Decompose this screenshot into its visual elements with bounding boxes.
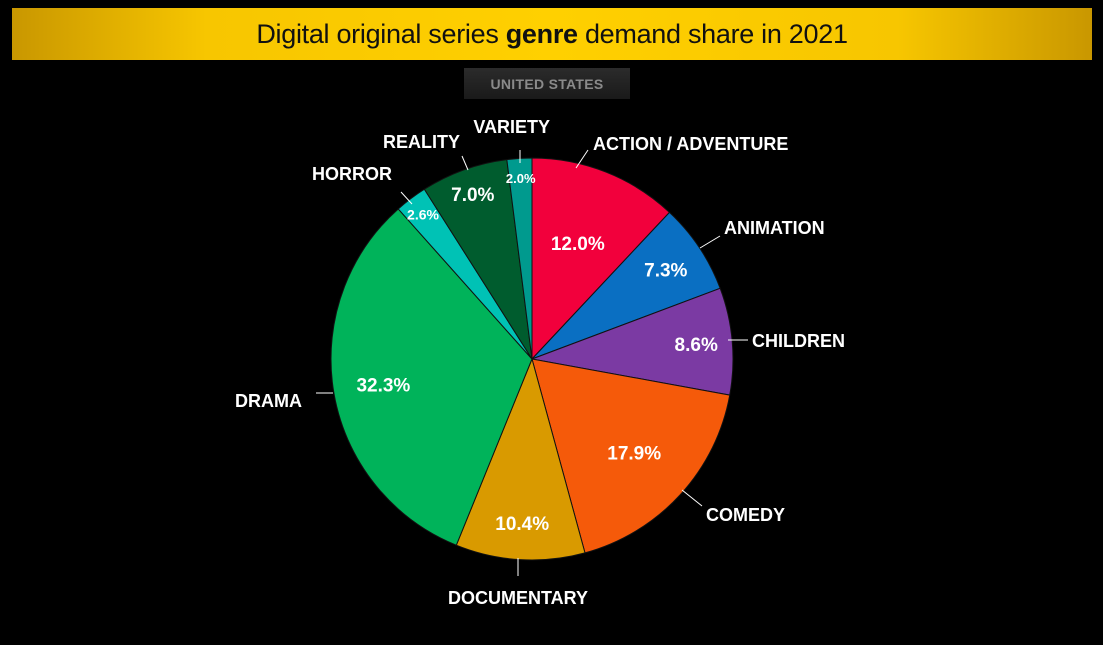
category-label-children: CHILDREN bbox=[752, 331, 845, 351]
value-label-documentary: 10.4% bbox=[495, 514, 549, 535]
category-label-animation: ANIMATION bbox=[724, 218, 825, 238]
leader-lines bbox=[316, 149, 748, 576]
pie-slice-children bbox=[530, 287, 734, 396]
category-label-variety: VARIETY bbox=[473, 117, 550, 137]
category-label-action-adventure: ACTION / ADVENTURE bbox=[593, 134, 788, 154]
pie-slice-comedy bbox=[531, 358, 731, 554]
value-label-action-adventure: 12.0% bbox=[551, 234, 605, 255]
category-label-horror: HORROR bbox=[312, 164, 392, 184]
chart-title-bold: genre bbox=[505, 18, 578, 49]
pie-slices bbox=[330, 157, 734, 561]
chart-title-before: Digital original series bbox=[256, 18, 506, 49]
leader-line-comedy bbox=[681, 489, 703, 507]
value-labels: 12.0% 7.3% 8.6% 17.9% 10.4% 32.3% 2.6% 7.0% 2.0% bbox=[356, 171, 717, 535]
value-label-horror: 2.6% bbox=[407, 207, 439, 223]
value-label-animation: 7.3% bbox=[644, 260, 687, 281]
pie-slice-documentary bbox=[455, 357, 586, 561]
leader-line-horror bbox=[400, 191, 413, 205]
category-label-documentary: DOCUMENTARY bbox=[448, 588, 588, 608]
category-label-comedy: COMEDY bbox=[706, 505, 785, 525]
category-label-reality: REALITY bbox=[383, 132, 460, 152]
pie-slice-variety bbox=[506, 157, 533, 360]
pie-slice-action-adventure bbox=[531, 157, 671, 361]
chart-title: Digital original series genre demand sha… bbox=[12, 8, 1092, 60]
region-badge: UNITED STATES bbox=[464, 68, 630, 99]
category-label-drama: DRAMA bbox=[235, 391, 302, 411]
category-labels: ACTION / ADVENTURE ANIMATION CHILDREN COMED… bbox=[235, 117, 845, 608]
leader-line-reality bbox=[461, 155, 469, 171]
value-label-drama: 32.3% bbox=[356, 375, 410, 396]
pie-slice-drama bbox=[330, 208, 533, 546]
value-label-children: 8.6% bbox=[675, 335, 718, 356]
leader-line-animation bbox=[699, 235, 721, 249]
leader-line-action-adventure bbox=[575, 149, 589, 169]
value-label-variety: 2.0% bbox=[506, 171, 536, 186]
value-label-reality: 7.0% bbox=[451, 185, 494, 206]
value-label-comedy: 17.9% bbox=[607, 443, 661, 464]
chart-title-after: demand share in 2021 bbox=[577, 18, 848, 49]
